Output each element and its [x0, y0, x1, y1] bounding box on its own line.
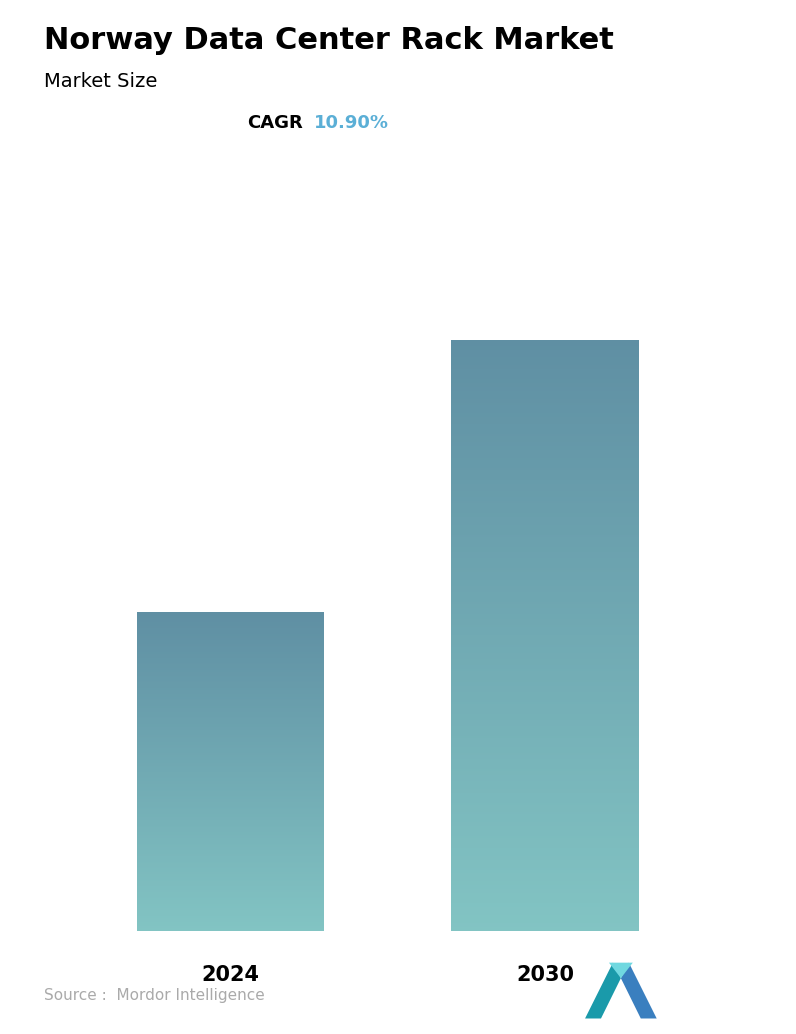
- Text: Source :  Mordor Intelligence: Source : Mordor Intelligence: [44, 987, 264, 1003]
- Text: Market Size: Market Size: [44, 72, 157, 91]
- Text: 2024: 2024: [202, 965, 259, 984]
- Text: 2030: 2030: [516, 965, 574, 984]
- Text: 10.90%: 10.90%: [314, 114, 389, 131]
- Text: Norway Data Center Rack Market: Norway Data Center Rack Market: [44, 26, 614, 55]
- Text: CAGR: CAGR: [247, 114, 302, 131]
